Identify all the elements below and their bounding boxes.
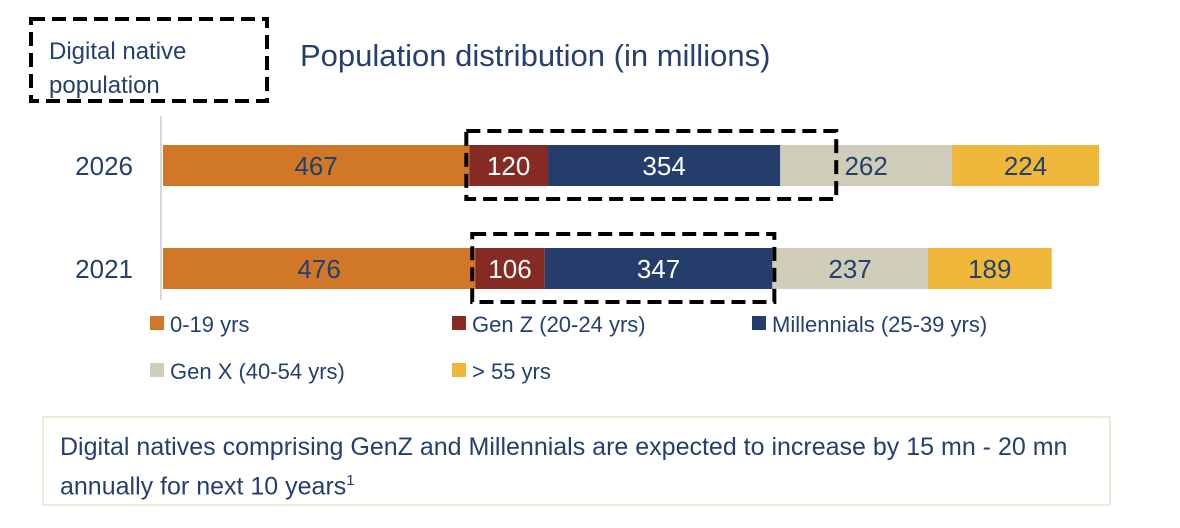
data-label: 106: [488, 254, 531, 284]
summary-note: Digital natives comprising GenZ and Mill…: [42, 416, 1111, 506]
callout-line-2: population: [49, 72, 160, 99]
data-label: 467: [294, 151, 337, 181]
data-label: 354: [642, 151, 685, 181]
bar-segment: [475, 248, 545, 289]
legend-label: Millennials (25-39 yrs): [772, 312, 987, 337]
chart-title: Population distribution (in millions): [300, 38, 770, 73]
bar-segment: [780, 145, 953, 186]
category-label: 2026: [75, 151, 133, 181]
bar-segment: [772, 248, 928, 289]
legend-swatch: [150, 363, 164, 377]
data-label: 189: [968, 254, 1011, 284]
bar-segment: [163, 248, 476, 289]
legend-swatch: [452, 363, 466, 377]
legend-label: > 55 yrs: [472, 359, 551, 384]
bar-segment: [163, 145, 470, 186]
footnote-marker: 1: [346, 472, 355, 489]
note-text: Digital natives comprising GenZ and Mill…: [60, 433, 1068, 501]
legend-swatch: [752, 316, 766, 330]
data-label: 347: [637, 254, 680, 284]
category-label: 2021: [75, 254, 133, 284]
bar-segment: [469, 145, 549, 186]
callout-box: [29, 17, 269, 103]
highlight-box: [464, 129, 839, 201]
bar-segment: [544, 248, 773, 289]
legend-label: 0-19 yrs: [170, 312, 249, 337]
bar-segment: [548, 145, 781, 186]
highlight-box: [470, 232, 777, 304]
legend-label: Gen X (40-54 yrs): [170, 359, 345, 384]
data-label: 224: [1004, 151, 1047, 181]
data-label: 237: [828, 254, 871, 284]
data-label: 476: [297, 254, 340, 284]
legend-swatch: [452, 316, 466, 330]
legend-label: Gen Z (20-24 yrs): [472, 312, 646, 337]
bar-segment: [952, 145, 1099, 186]
legend-swatch: [150, 316, 164, 330]
callout-line-1: Digital native: [49, 38, 186, 65]
data-label: 120: [487, 151, 530, 181]
bar-segment: [927, 248, 1052, 289]
data-label: 262: [844, 151, 887, 181]
